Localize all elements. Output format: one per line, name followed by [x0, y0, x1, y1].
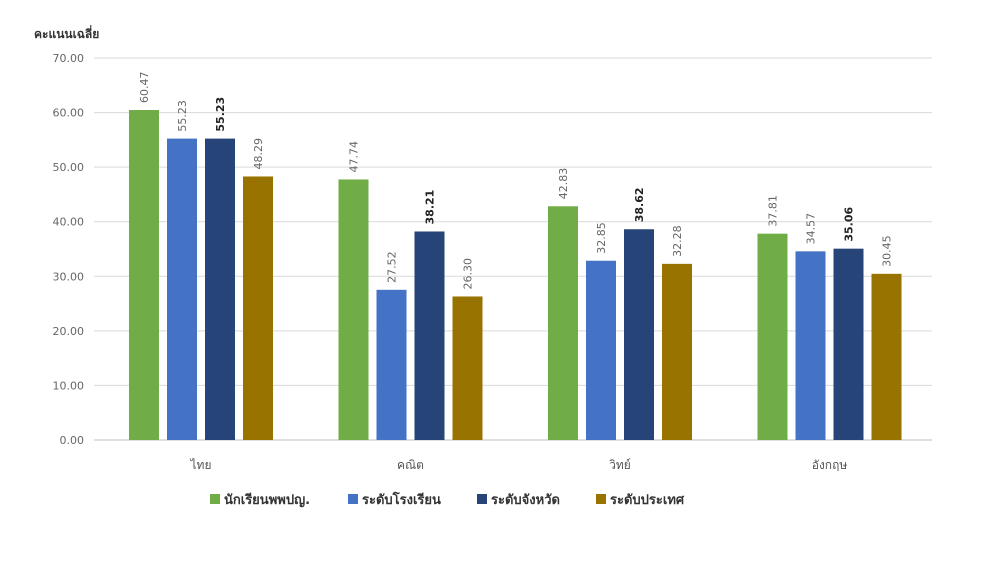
bar — [833, 248, 864, 440]
bar — [129, 110, 159, 441]
y-tick-label: 50.00 — [53, 161, 85, 174]
x-axis-categories: ไทย คณิต วิทย์ อังกฤษ — [190, 458, 848, 472]
bar — [243, 176, 273, 440]
y-tick-label: 0.00 — [60, 434, 85, 447]
bar — [795, 251, 826, 440]
x-category-label: คณิต — [397, 458, 424, 472]
data-label: 55.23 — [176, 100, 189, 132]
data-labels: 60.47 55.23 55.23 48.29 47.74 27.52 38.21 26.30… — [138, 72, 894, 290]
bar — [757, 233, 788, 440]
bar — [871, 273, 902, 440]
bar — [167, 138, 197, 441]
data-label: 35.06 — [843, 207, 856, 242]
legend-swatch — [596, 494, 606, 504]
bar — [586, 260, 616, 440]
bar — [338, 179, 369, 440]
bar — [376, 289, 407, 440]
data-label: 42.83 — [557, 168, 570, 200]
data-label: 26.30 — [462, 258, 475, 290]
x-category-label: อังกฤษ — [812, 458, 848, 472]
legend-entry-label: นักเรียนพพปญ. — [224, 492, 310, 508]
data-label: 38.62 — [633, 187, 646, 222]
y-tick-label: 30.00 — [53, 270, 85, 283]
y-tick-label: 70.00 — [53, 52, 85, 65]
data-label: 47.74 — [348, 141, 361, 173]
y-tick-label: 40.00 — [53, 216, 85, 229]
x-category-label: ไทย — [190, 458, 212, 472]
legend-entry-label: ระดับโรงเรียน — [362, 491, 441, 508]
y-axis-title: คะแนนเฉลี่ย — [34, 25, 99, 41]
data-label: 37.81 — [767, 195, 780, 227]
y-axis-ticks: 0.00 10.00 20.00 30.00 40.00 50.00 60.00 70.00 — [53, 52, 85, 447]
bar — [452, 296, 483, 440]
bar — [205, 138, 235, 441]
legend-entry-label: ระดับจังหวัด — [491, 493, 560, 508]
legend: นักเรียนพพปญ. ระดับโรงเรียน ระดับจังหวัด ระ… — [210, 491, 685, 508]
data-label: 30.45 — [881, 235, 894, 267]
bar — [624, 229, 654, 440]
data-label: 32.28 — [671, 225, 684, 257]
bar — [662, 263, 692, 440]
legend-entry-label: ระดับประเทศ — [610, 493, 685, 508]
data-label: 38.21 — [424, 190, 437, 225]
data-label: 48.29 — [252, 138, 265, 170]
data-label: 55.23 — [214, 97, 227, 132]
bar — [414, 231, 445, 440]
y-tick-label: 10.00 — [53, 379, 85, 392]
bars — [129, 110, 902, 441]
y-tick-label: 60.00 — [53, 107, 85, 120]
y-tick-label: 20.00 — [53, 325, 85, 338]
bar — [548, 206, 578, 440]
data-label: 34.57 — [805, 213, 818, 245]
data-label: 32.85 — [595, 222, 608, 254]
legend-swatch — [210, 494, 220, 504]
data-label: 60.47 — [138, 72, 151, 104]
legend-swatch — [348, 494, 358, 504]
x-category-label: วิทย์ — [609, 458, 631, 472]
legend-swatch — [477, 494, 487, 504]
data-label: 27.52 — [386, 251, 399, 283]
